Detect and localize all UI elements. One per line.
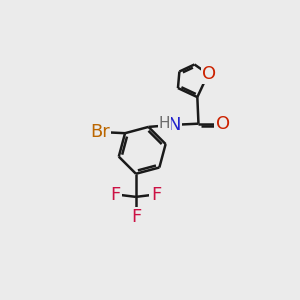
- Text: N: N: [167, 116, 181, 134]
- Text: O: O: [202, 65, 216, 83]
- Text: F: F: [151, 186, 161, 204]
- Text: O: O: [216, 115, 230, 133]
- Text: F: F: [111, 186, 121, 204]
- Text: Br: Br: [90, 123, 110, 141]
- Text: H: H: [159, 116, 170, 131]
- Text: F: F: [131, 208, 141, 226]
